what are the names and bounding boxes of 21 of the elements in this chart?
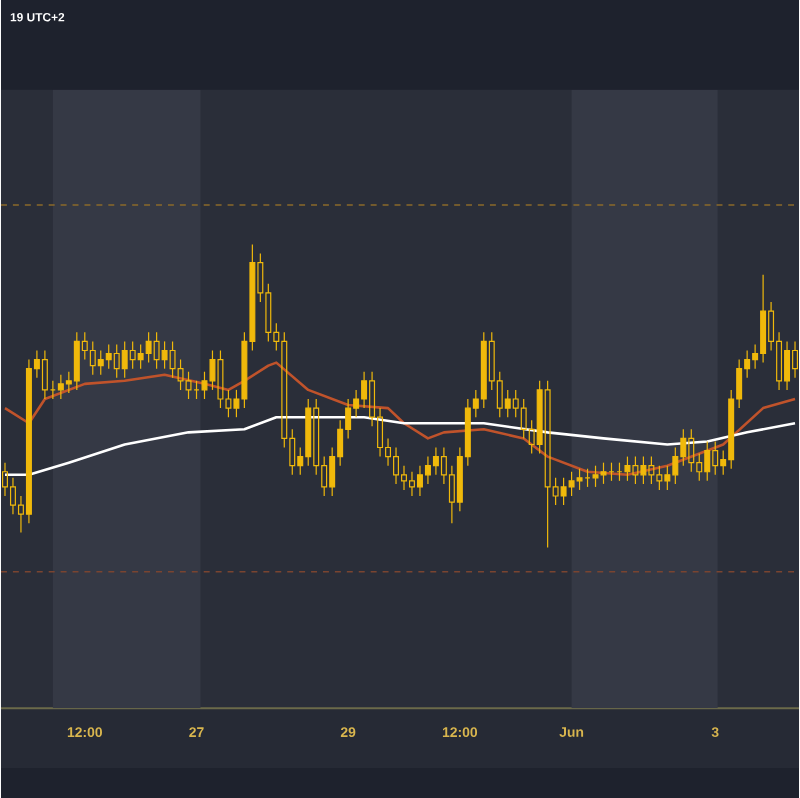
candlestick <box>656 465 663 491</box>
candlestick <box>544 380 551 549</box>
candlestick <box>632 456 639 485</box>
candlestick <box>424 456 431 485</box>
candlestick <box>712 440 719 476</box>
candlestick <box>408 471 415 497</box>
candlestick <box>393 446 400 485</box>
candlestick <box>217 349 224 409</box>
candlestick <box>416 465 423 497</box>
candlestick <box>760 274 767 364</box>
candlestick <box>153 331 160 370</box>
candlestick <box>57 374 64 400</box>
candlestick <box>41 349 48 400</box>
candlestick <box>113 343 120 379</box>
candlestick <box>129 340 136 370</box>
candlestick <box>688 428 695 473</box>
candlestick <box>432 446 439 476</box>
candlestick <box>784 340 791 391</box>
candlestick <box>89 340 96 376</box>
candlestick <box>25 358 32 524</box>
candlestick <box>648 456 655 485</box>
